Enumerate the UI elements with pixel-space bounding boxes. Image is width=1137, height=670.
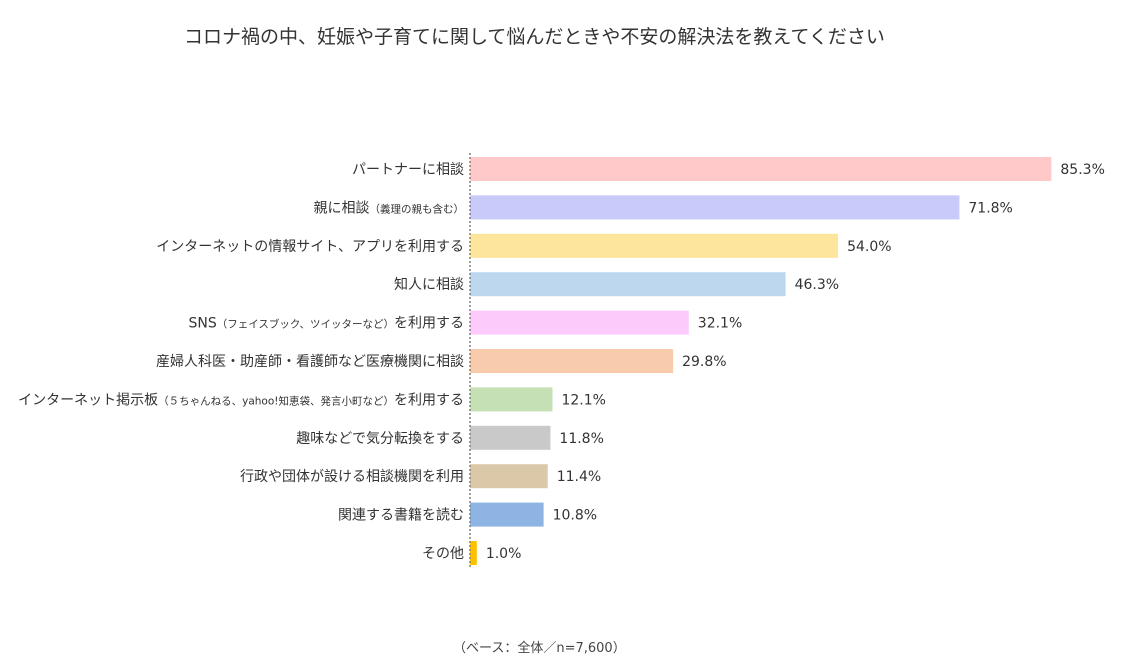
value-label-4: 46.3% <box>795 277 839 293</box>
category-label-10: 関連する書籍を読む <box>338 507 464 524</box>
bar-3 <box>470 233 839 258</box>
category-label-3: インターネットの情報サイト、アプリを利用する <box>156 239 464 255</box>
bar-10 <box>470 502 544 527</box>
value-label-2: 71.8% <box>968 200 1012 216</box>
bar-1 <box>470 157 1052 181</box>
category-label-8: 趣味などで気分転換をする <box>296 431 464 447</box>
chart-title: コロナ禍の中、妊娠や子育てに関して悩んだときや不安の解決法を教えてください <box>184 26 885 48</box>
bar-9 <box>470 464 548 489</box>
value-label-11: 1.0% <box>486 546 522 562</box>
bar-6 <box>470 349 674 373</box>
value-label-5: 32.1% <box>698 316 742 332</box>
value-label-8: 11.8% <box>559 431 603 447</box>
bar-8 <box>470 425 551 450</box>
bar-2 <box>470 195 960 220</box>
category-label-4: 知人に相談 <box>394 276 464 293</box>
value-label-10: 10.8% <box>553 508 597 524</box>
bar-7 <box>470 387 553 412</box>
bar-11 <box>470 541 477 565</box>
value-label-9: 11.4% <box>557 469 601 485</box>
category-label-5: SNS（フェイスブック、ツイッターなど）を利用する <box>189 316 465 332</box>
category-label-2: 親に相談（義理の親も含む） <box>314 200 465 216</box>
base-note: （ベース：全体／n=7,600） <box>453 641 626 656</box>
value-label-7: 12.1% <box>561 392 605 408</box>
value-label-6: 29.8% <box>682 354 726 370</box>
bar-5 <box>470 310 689 335</box>
category-label-11: その他 <box>422 546 464 562</box>
category-label-9: 行政や団体が設ける相談機関を利用 <box>240 469 464 485</box>
category-label-6: 産婦人科医・助産師・看護師など医療機関に相談 <box>156 353 464 370</box>
category-label-1: パートナーに相談 <box>352 162 464 178</box>
bar-4 <box>470 272 786 297</box>
value-label-1: 85.3% <box>1060 162 1104 178</box>
category-label-7: インターネット掲示板（５ちゃんねる、yahoo!知恵袋、発言小町など）を利用する <box>18 392 464 408</box>
value-label-3: 54.0% <box>847 239 891 255</box>
